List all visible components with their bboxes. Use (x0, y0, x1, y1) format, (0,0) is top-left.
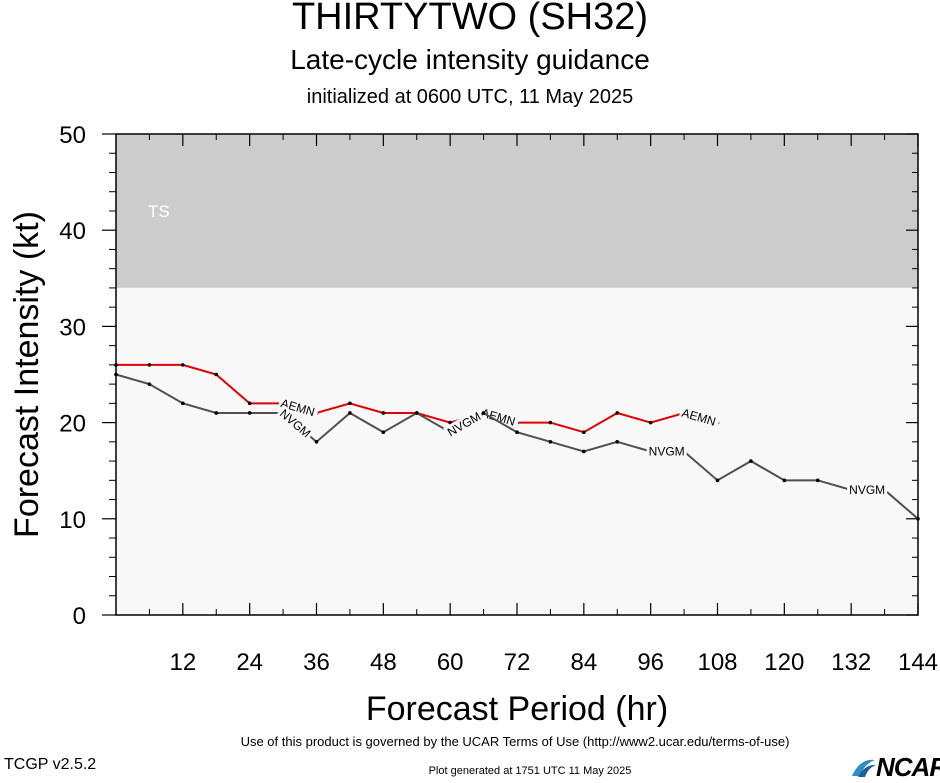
data-point (181, 363, 185, 367)
data-point (414, 411, 419, 415)
y-axis-label: Forecast Intensity (kt) (8, 211, 46, 538)
x-axis-label: Forecast Period (hr) (366, 690, 668, 728)
series-label: NVGM (649, 444, 685, 458)
data-point (548, 440, 553, 444)
data-point (615, 411, 620, 415)
series-label-bg (646, 444, 687, 458)
ncar-swoosh-icon (852, 759, 876, 777)
chart-subtitle: Late-cycle intensity guidance (290, 44, 650, 75)
intensity-chart: TS 12 24 36 48 60 72 84 96 108 120 132 144 0 10 20 30 40 5… (8, 122, 938, 728)
data-point (715, 478, 720, 483)
x-tick-label: 72 (504, 649, 531, 676)
y-tick-label: 20 (59, 411, 86, 438)
initialization-time: initialized at 0600 UTC, 11 May 2025 (306, 86, 634, 108)
data-point (247, 411, 252, 415)
x-tick-label: 36 (303, 649, 330, 676)
x-tick-label: 120 (764, 649, 804, 676)
x-tick-label: 60 (437, 649, 464, 676)
data-point (147, 363, 152, 367)
chart-title: THIRTYTWO (SH32) (291, 0, 649, 38)
ncar-logo-text: NCAR (876, 752, 940, 782)
data-point (381, 411, 386, 415)
y-tick-label: 10 (59, 507, 86, 534)
ncar-logo: NCAR (850, 752, 940, 782)
data-point (916, 517, 920, 521)
data-point (782, 478, 787, 483)
x-tick-label: 132 (831, 649, 871, 676)
x-tick-label: 96 (637, 649, 664, 676)
data-point (582, 430, 586, 435)
version-label: TCGP v2.5.2 (4, 756, 97, 773)
data-point (114, 363, 118, 367)
data-point (147, 382, 152, 386)
y-tick-label: 30 (59, 314, 86, 341)
series-label-bg (847, 482, 888, 496)
data-point (247, 401, 252, 406)
y-tick-label: 50 (59, 122, 86, 149)
data-point (214, 372, 219, 377)
data-point (448, 420, 452, 425)
x-tick-label: 108 (697, 649, 737, 676)
series-label-bg (443, 408, 485, 440)
series-label-bg (678, 405, 721, 429)
data-point (515, 430, 519, 435)
terms-of-use-notice: Use of this product is governed by the U… (240, 734, 790, 749)
data-point (481, 411, 486, 415)
band-ts (116, 134, 918, 288)
data-point (114, 372, 118, 377)
x-tick-label: 12 (169, 649, 196, 676)
x-tick-label: 48 (370, 649, 397, 676)
x-tick-label: 24 (236, 649, 263, 676)
data-point (314, 440, 319, 444)
series-label-bg (478, 405, 521, 429)
series-label-bg (277, 395, 320, 420)
data-point (815, 478, 820, 483)
series-label: NVGM (849, 483, 885, 497)
data-point (648, 420, 653, 425)
data-point (749, 459, 753, 463)
data-point (548, 420, 553, 425)
data-point (615, 440, 620, 444)
data-point (214, 411, 219, 415)
x-tick-label: 144 (898, 649, 938, 676)
data-point (381, 430, 386, 435)
series-label-bg (276, 405, 315, 442)
band-label: TS (148, 202, 170, 221)
y-tick-label: 40 (59, 218, 86, 245)
data-point (582, 449, 586, 454)
x-tick-label: 84 (570, 649, 597, 676)
data-point (348, 411, 352, 415)
generated-timestamp: Plot generated at 1751 UTC 11 May 2025 (428, 765, 632, 777)
y-tick-label: 0 (73, 603, 86, 630)
data-point (348, 401, 352, 406)
data-point (181, 401, 185, 406)
